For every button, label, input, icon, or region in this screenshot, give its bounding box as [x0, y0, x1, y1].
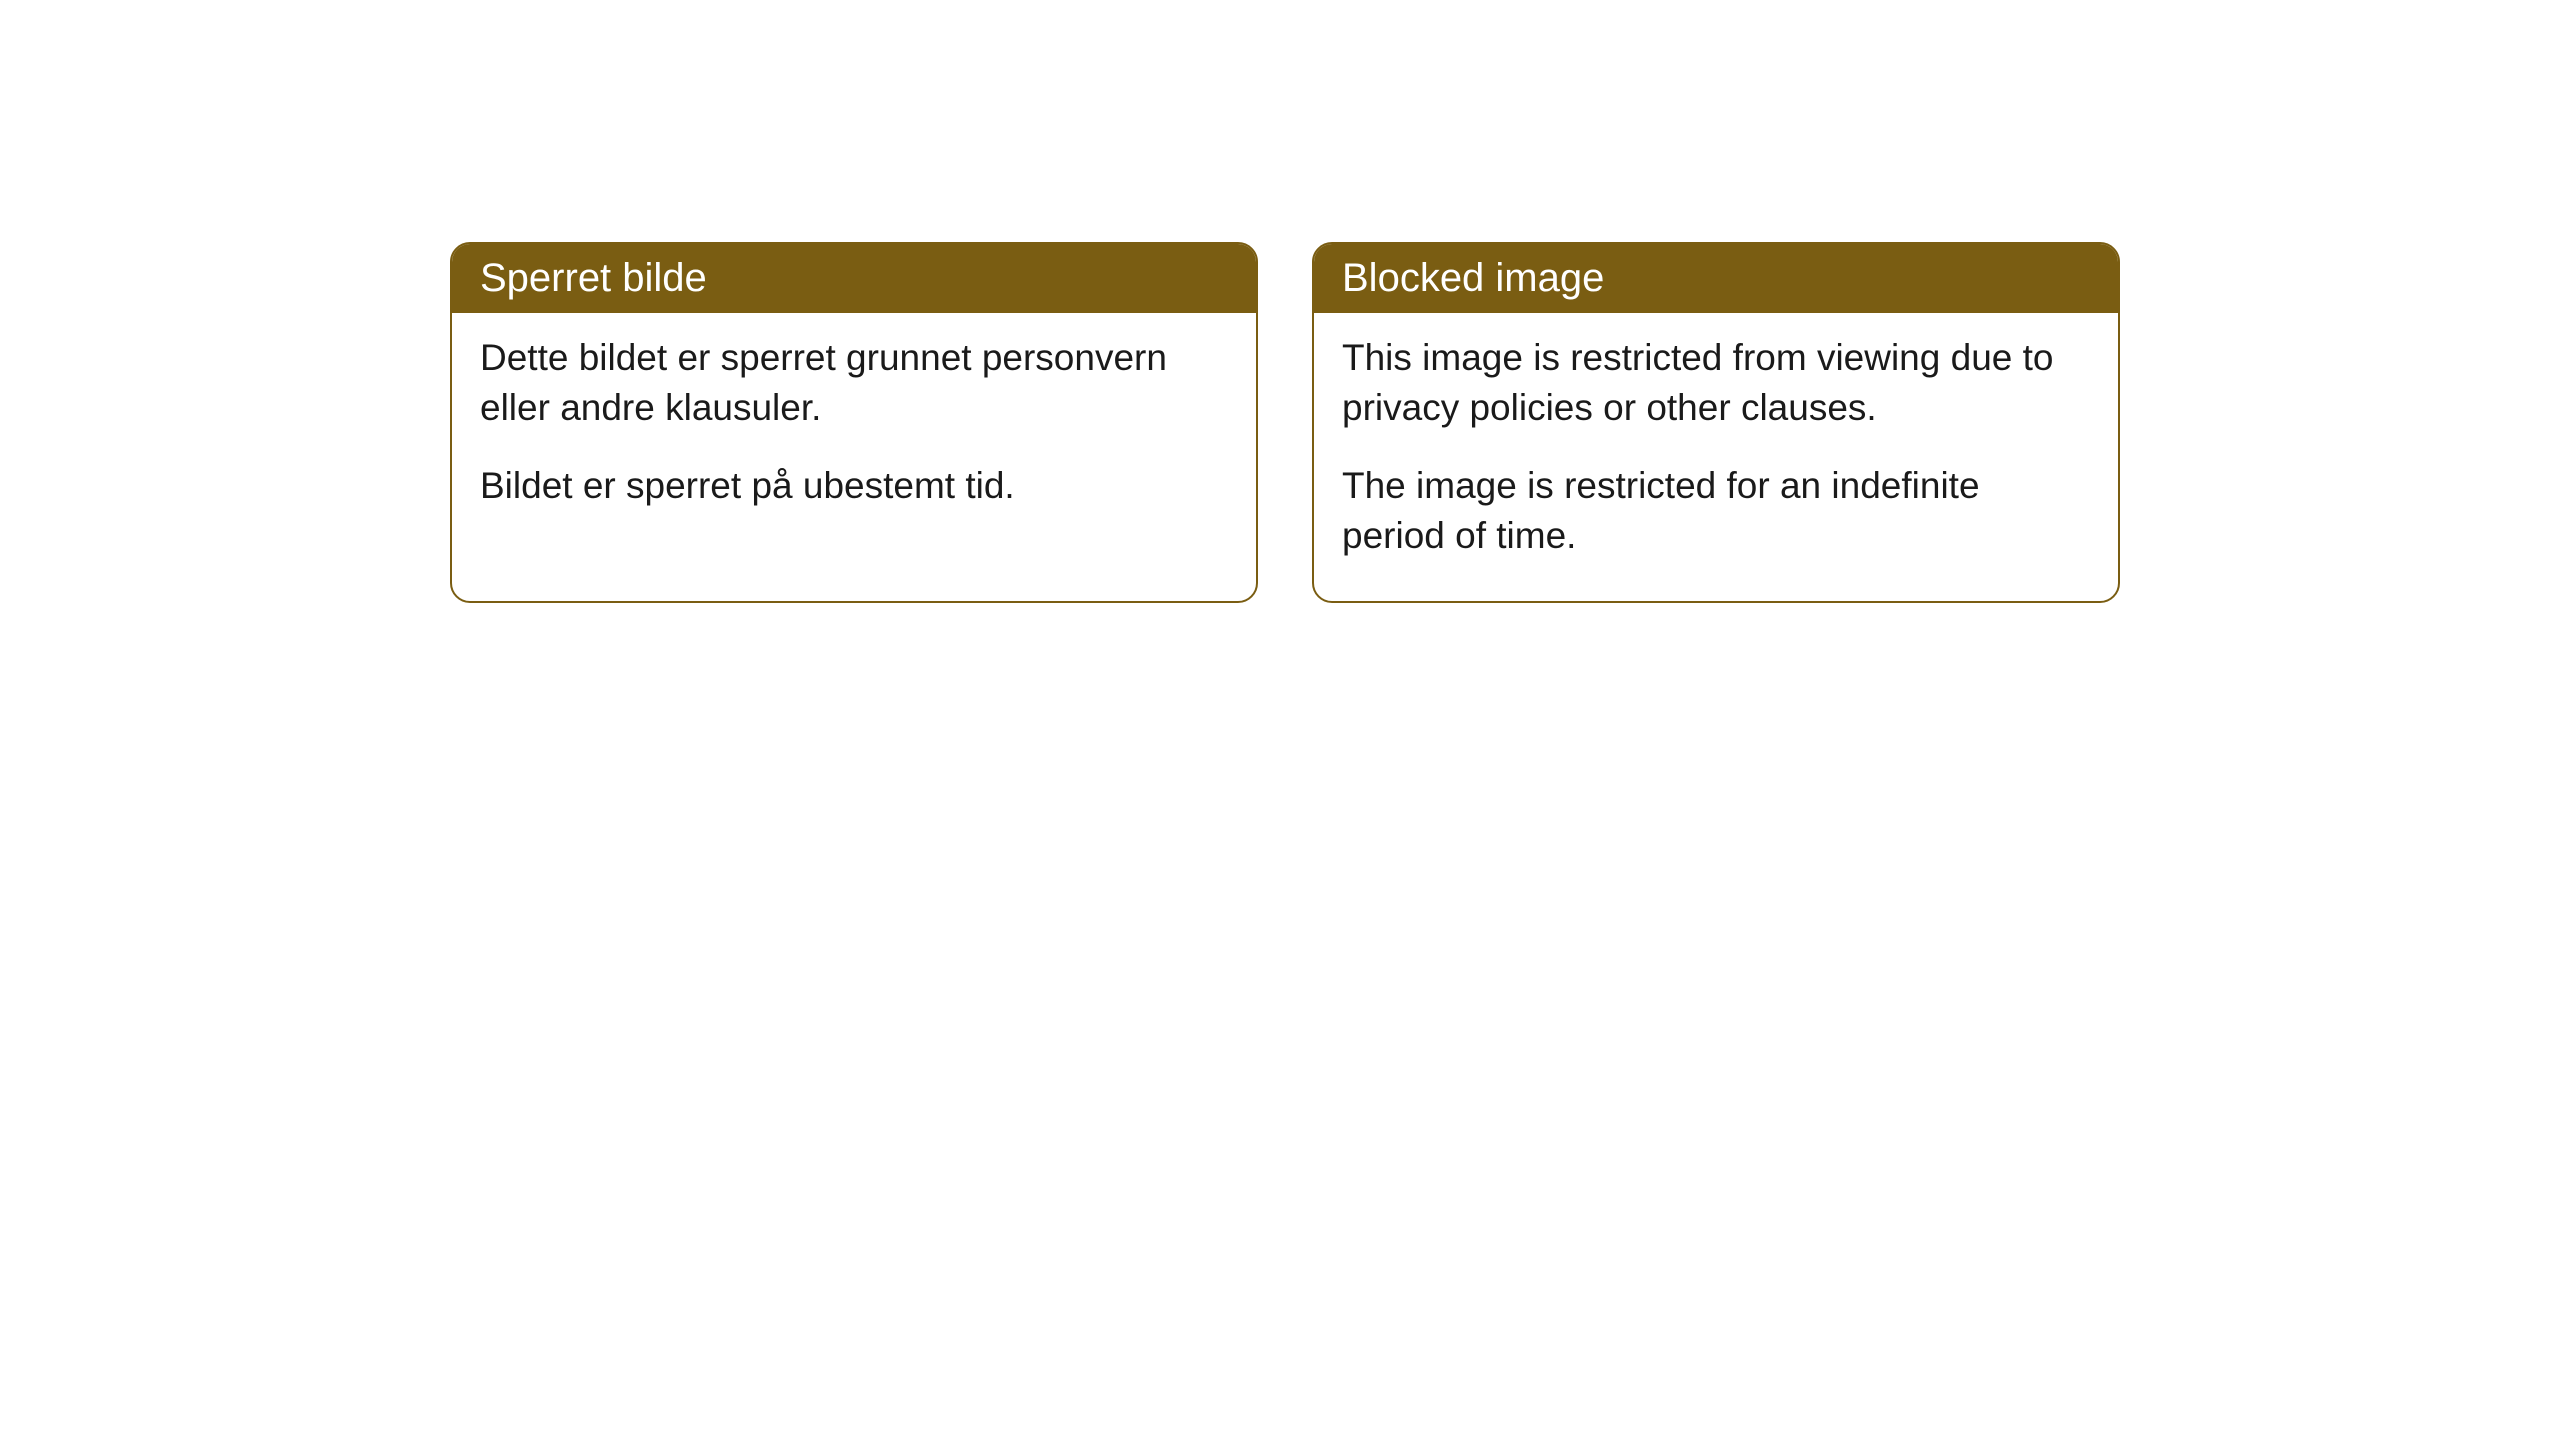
card-paragraph: Dette bildet er sperret grunnet personve… [480, 333, 1228, 433]
card-body: This image is restricted from viewing du… [1314, 313, 2118, 601]
card-header: Blocked image [1314, 244, 2118, 313]
card-title: Sperret bilde [480, 256, 707, 300]
card-body: Dette bildet er sperret grunnet personve… [452, 313, 1256, 551]
notice-card-english: Blocked image This image is restricted f… [1312, 242, 2120, 603]
card-paragraph: This image is restricted from viewing du… [1342, 333, 2090, 433]
card-paragraph: The image is restricted for an indefinit… [1342, 461, 2090, 561]
card-paragraph: Bildet er sperret på ubestemt tid. [480, 461, 1228, 511]
card-header: Sperret bilde [452, 244, 1256, 313]
notice-cards-container: Sperret bilde Dette bildet er sperret gr… [450, 242, 2120, 603]
notice-card-norwegian: Sperret bilde Dette bildet er sperret gr… [450, 242, 1258, 603]
card-title: Blocked image [1342, 256, 1604, 300]
